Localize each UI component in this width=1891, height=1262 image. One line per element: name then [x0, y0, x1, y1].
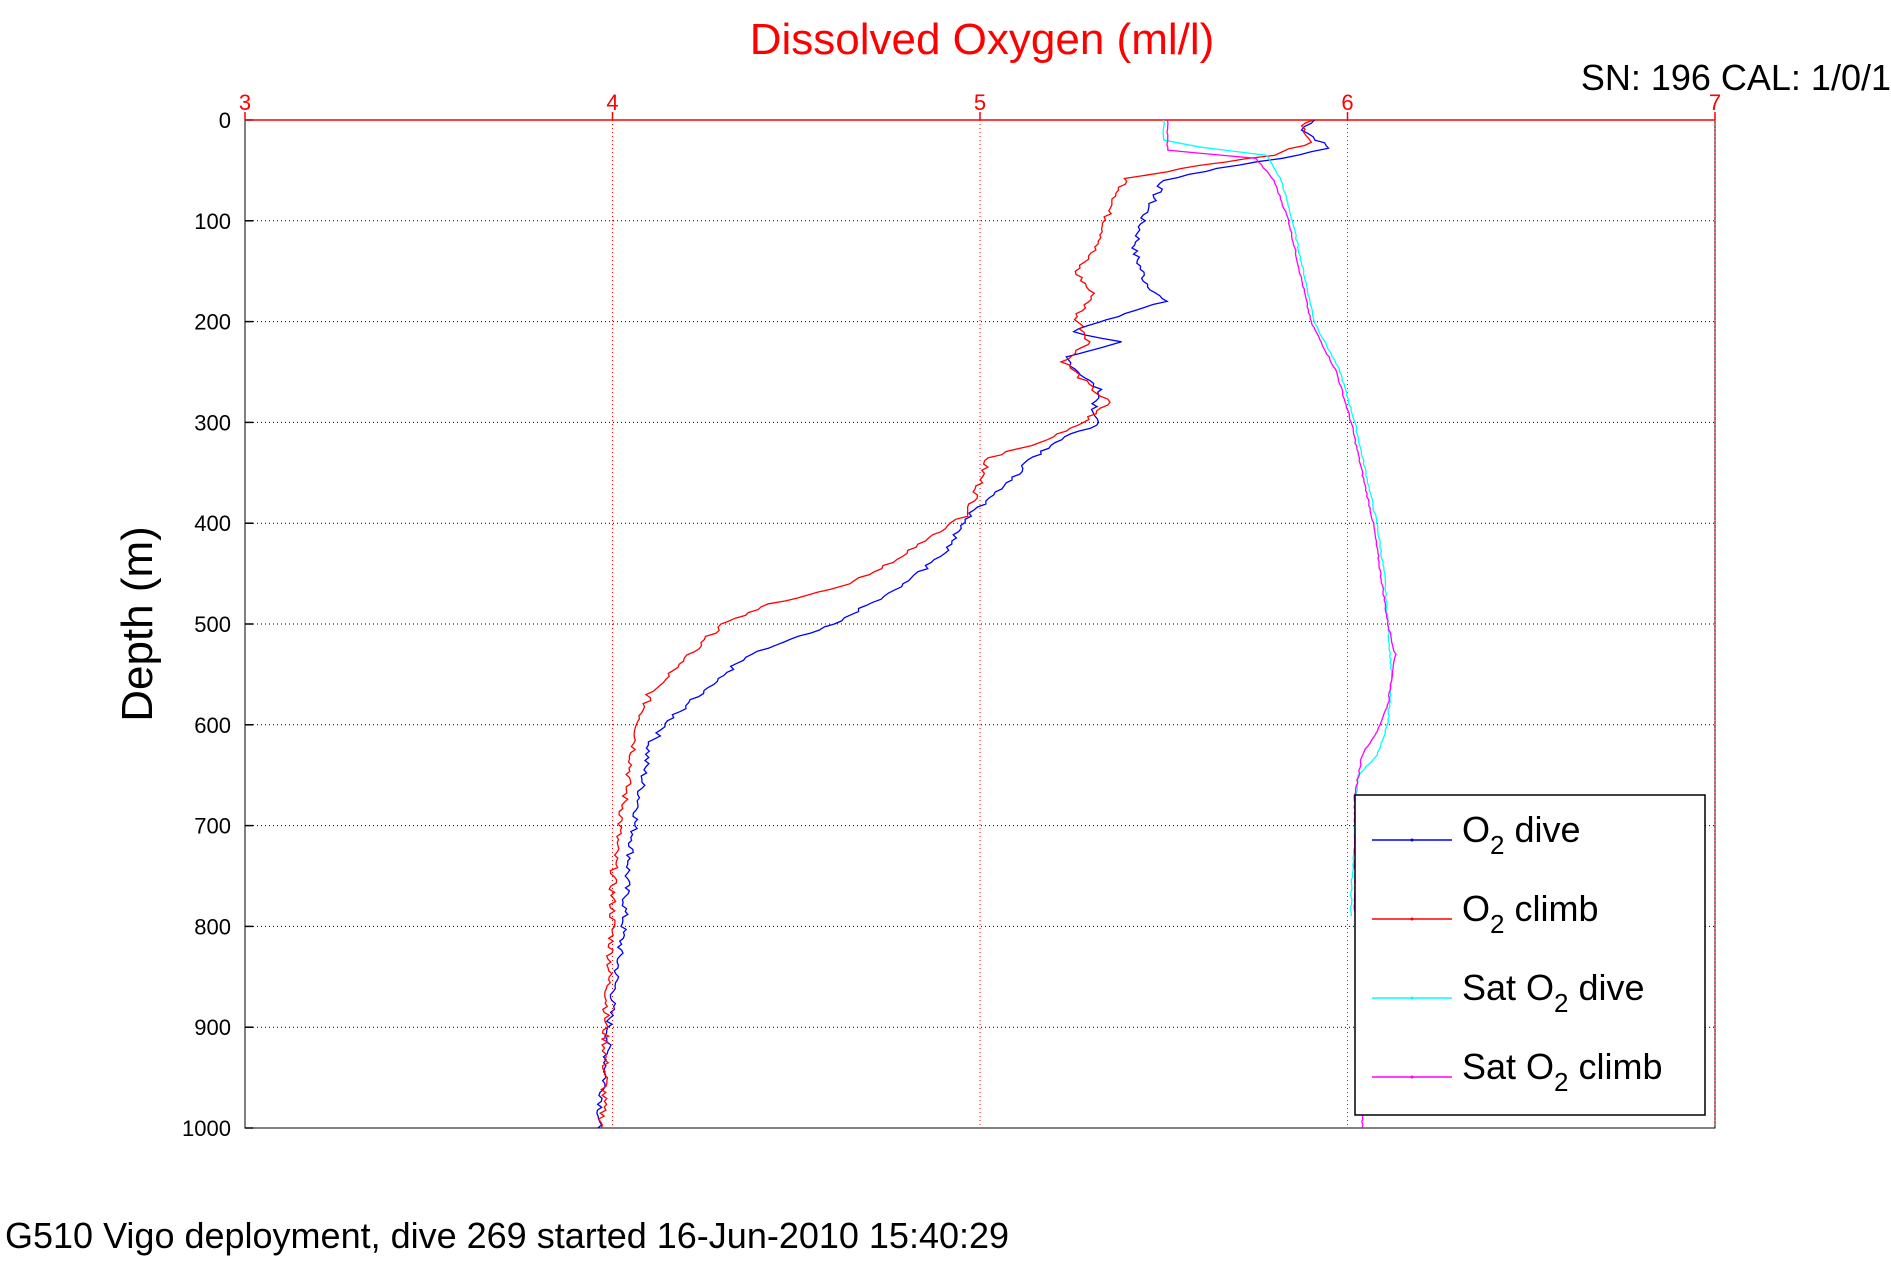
- x-tick-label: 3: [239, 90, 251, 115]
- legend-label-o2-dive: O2 dive: [1462, 809, 1581, 860]
- y-tick-label: 300: [194, 410, 231, 435]
- serial-calibration-note: SN: 196 CAL: 1/0/1: [1581, 57, 1891, 98]
- x-tick-label: 5: [974, 90, 986, 115]
- series-layer: [596, 119, 1397, 1129]
- legend-box: [1354, 794, 1706, 1116]
- series-line-sat-o2-dive: [1162, 119, 1393, 917]
- x-tick-label: 6: [1341, 90, 1353, 115]
- legend-label-sat-o2-climb: Sat O2 climb: [1462, 1046, 1663, 1097]
- series-line-o2-climb: [597, 119, 1314, 1129]
- y-tick-label: 700: [194, 814, 231, 839]
- dive-info-footer: G510 Vigo deployment, dive 269 started 1…: [5, 1215, 1009, 1256]
- series-line-o2-dive: [596, 119, 1330, 1129]
- y-tick-label: 400: [194, 511, 231, 536]
- chart-title: Dissolved Oxygen (ml/l): [750, 15, 1215, 64]
- legend-marker-o2-dive: [1410, 838, 1414, 842]
- y-tick-label: 100: [194, 209, 231, 234]
- legend-marker-sat-o2-climb: [1410, 1075, 1414, 1079]
- legend: O2 dive O2 climb Sat O2 dive Sat O2 climb: [1354, 794, 1706, 1116]
- axes: 3 4 5 6 7 0 100 200 300 400 500 600 700 800 900 1000: [182, 90, 1721, 1141]
- x-tick-label: 7: [1709, 90, 1721, 115]
- y-tick-label: 600: [194, 713, 231, 738]
- y-axis-label: Depth (m): [113, 526, 162, 722]
- x-tick-label: 4: [606, 90, 618, 115]
- legend-label-o2-climb: O2 climb: [1462, 888, 1599, 939]
- y-tick-label: 0: [219, 108, 231, 133]
- y-tick-label: 200: [194, 310, 231, 335]
- y-tick-label: 500: [194, 612, 231, 637]
- legend-marker-o2-climb: [1410, 917, 1414, 921]
- y-tick-label: 900: [194, 1015, 231, 1040]
- y-tick-label: 800: [194, 914, 231, 939]
- legend-label-sat-o2-dive: Sat O2 dive: [1462, 967, 1645, 1018]
- legend-marker-sat-o2-dive: [1410, 996, 1414, 1000]
- y-tick-label: 1000: [182, 1116, 231, 1141]
